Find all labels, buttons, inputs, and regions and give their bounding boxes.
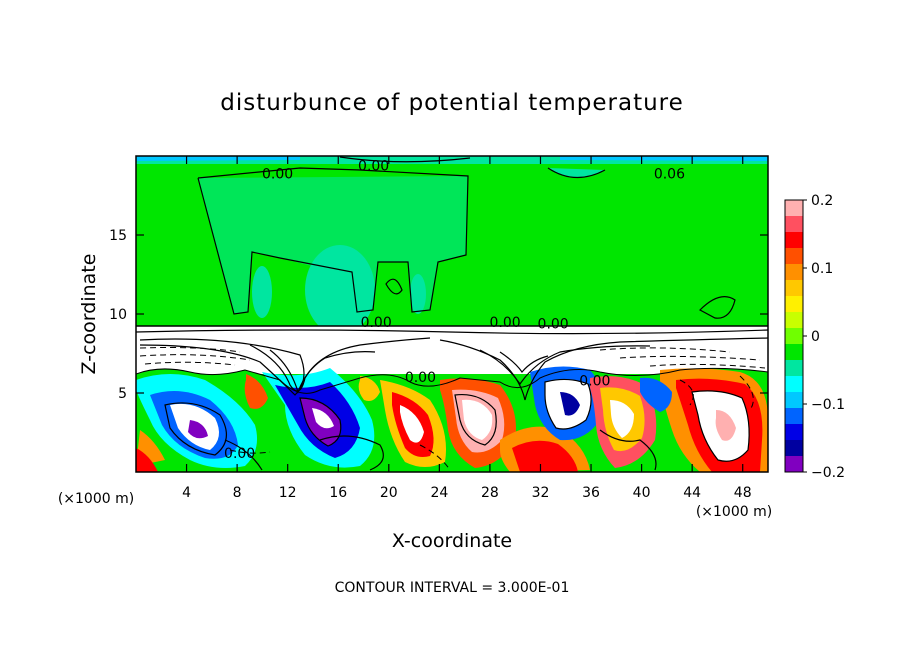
contour-label: 0.00: [405, 370, 436, 386]
colorbar-swatch: [785, 280, 803, 297]
x-axis-unit: (×1000 m): [58, 491, 134, 507]
y-tick-label: 15: [109, 228, 127, 244]
colorbar-swatch: [785, 216, 803, 233]
colorbar-swatch: [785, 392, 803, 409]
contour-label: 0.00: [262, 166, 293, 182]
colorbar-swatch: [785, 424, 803, 441]
contour-label: 0.00: [579, 373, 610, 389]
contour-label: 0.00: [490, 315, 521, 331]
colorbar-swatch: [785, 376, 803, 393]
contour-labels: 0.00 0.00 0.06 0.00 0.00 0.00 0.00 0.00 0.00: [224, 158, 685, 462]
plot-area: [136, 156, 768, 472]
colorbar-swatch: [785, 312, 803, 329]
chart-title: disturbunce of potential temperature: [220, 90, 684, 116]
contour-interval-note: CONTOUR INTERVAL = 3.000E-01: [335, 580, 570, 596]
y-axis: 5 10 15: [109, 228, 768, 402]
contour-label: 0.00: [361, 315, 392, 331]
x-tick-label: 32: [532, 485, 550, 501]
colorbar-swatch: [785, 264, 803, 281]
colorbar-swatch: [785, 440, 803, 457]
x-tick-label: 28: [481, 485, 499, 501]
colorbar-swatch: [785, 408, 803, 425]
x-tick-label: 4: [182, 485, 191, 501]
colorbar-tick-label: −0.2: [811, 465, 845, 481]
x-axis: 4 8 12 16 20 24 28 32 36 40 44 48: [182, 156, 752, 501]
contour-label: 0.06: [654, 166, 685, 182]
x-tick-label: 36: [582, 485, 600, 501]
negative-plume: [198, 176, 468, 314]
x-tick-label: 40: [633, 485, 651, 501]
colorbar-swatch: [785, 344, 803, 361]
colorbar-tick-label: 0.1: [811, 261, 833, 277]
colorbar-swatch: [785, 232, 803, 249]
colorbar-swatch: [785, 328, 803, 345]
y-tick-label: 10: [109, 307, 127, 323]
x-axis-label: X-coordinate: [392, 530, 512, 552]
x-tick-label: 12: [279, 485, 297, 501]
x-tick-label: 48: [734, 485, 752, 501]
zero-contour-plume: [197, 167, 469, 315]
colorbar-swatch: [785, 296, 803, 313]
contour-label: 0.00: [224, 446, 255, 462]
colorbar-swatch: [785, 248, 803, 265]
x-tick-label: 20: [380, 485, 398, 501]
contour-label: 0.00: [538, 316, 569, 332]
colorbar-swatch: [785, 360, 803, 377]
x-tick-label: 8: [233, 485, 242, 501]
y-tick-label: 5: [118, 386, 127, 402]
colorbar-tick-label: 0: [811, 329, 820, 345]
y-axis-label: Z-coordinate: [78, 254, 100, 375]
colorbar-swatch: [785, 200, 803, 217]
y-axis-unit: (×1000 m): [696, 504, 772, 520]
x-tick-label: 16: [329, 485, 347, 501]
colorbar-tick-label: 0.2: [811, 193, 833, 209]
colorbar: 0.2 0.1 0 −0.1 −0.2: [784, 193, 845, 481]
contour-label: 0.00: [358, 158, 389, 174]
x-tick-label: 24: [430, 485, 448, 501]
x-tick-label: 44: [683, 485, 701, 501]
colorbar-swatch: [785, 456, 803, 473]
colorbar-tick-label: −0.1: [811, 397, 845, 413]
